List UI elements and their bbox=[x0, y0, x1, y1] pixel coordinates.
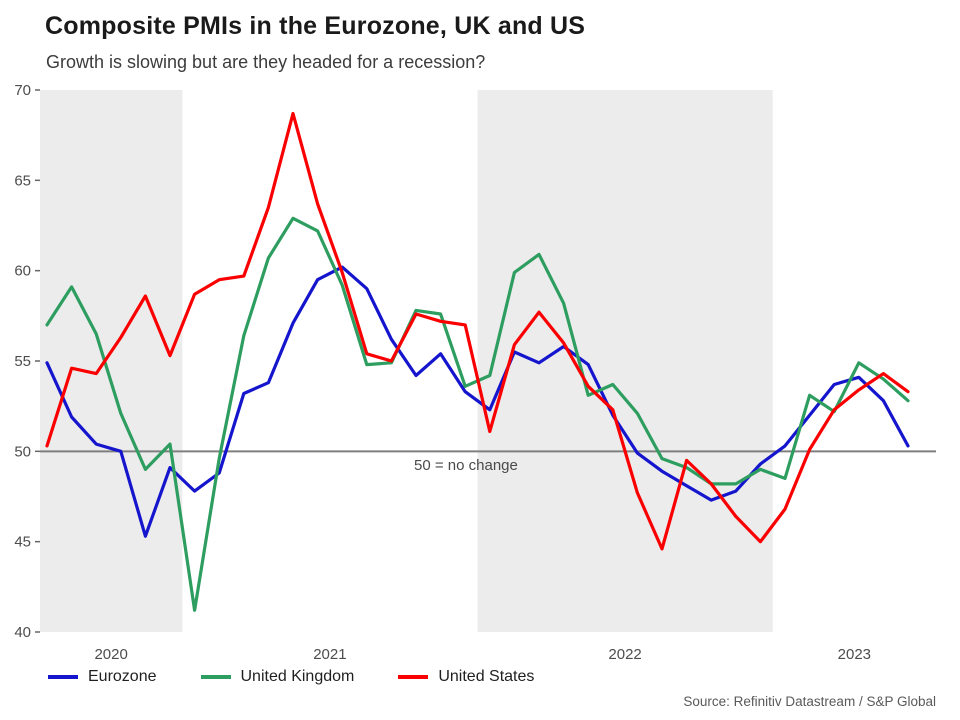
chart-title: Composite PMIs in the Eurozone, UK and U… bbox=[45, 12, 586, 40]
chart-subtitle: Growth is slowing but are they headed fo… bbox=[46, 52, 486, 72]
y-axis-tick-label: 65 bbox=[14, 172, 31, 189]
legend-swatch-united-kingdom bbox=[200, 674, 231, 680]
y-axis-tick-label: 55 bbox=[14, 353, 31, 370]
legend-swatch-united-states bbox=[398, 674, 429, 680]
x-axis-year-label: 2021 bbox=[313, 646, 346, 663]
legend-item-united-kingdom: United Kingdom bbox=[200, 668, 355, 686]
y-axis-tick-label: 70 bbox=[14, 82, 31, 99]
series-line-eurozone bbox=[45, 265, 910, 538]
legend-label-united-states: United States bbox=[438, 668, 535, 685]
year-shading-band bbox=[477, 90, 773, 632]
series-line-united-states bbox=[45, 111, 910, 551]
legend-label-eurozone: Eurozone bbox=[88, 668, 157, 685]
x-axis-year-label: 2023 bbox=[838, 646, 871, 663]
reference-line-label: 50 = no change bbox=[414, 457, 518, 474]
y-axis-tick-label: 40 bbox=[14, 624, 31, 641]
legend-item-eurozone: Eurozone bbox=[48, 668, 157, 686]
source-text: Source: Refinitiv Datastream / S&P Globa… bbox=[683, 694, 936, 709]
y-axis-tick-label: 60 bbox=[14, 263, 31, 280]
legend-item-united-states: United States bbox=[398, 668, 534, 686]
legend-swatch-eurozone bbox=[48, 674, 78, 680]
x-axis-year-label: 2022 bbox=[608, 646, 641, 663]
legend: Eurozone United Kingdom United States bbox=[48, 668, 534, 686]
y-axis-tick-label: 45 bbox=[14, 534, 31, 551]
y-axis-tick-label: 50 bbox=[14, 443, 31, 460]
x-axis-year-label: 2020 bbox=[94, 646, 127, 663]
year-shading-band bbox=[40, 90, 183, 632]
legend-label-united-kingdom: United Kingdom bbox=[240, 668, 355, 685]
